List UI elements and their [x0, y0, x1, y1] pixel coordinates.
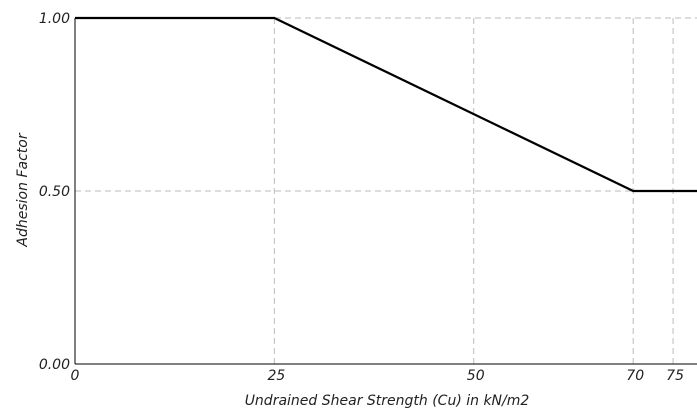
x-tick-label: 0 [71, 368, 80, 384]
x-tick-label: 70 [626, 368, 644, 384]
x-tick-label: 75 [666, 368, 684, 384]
y-tick-label: 1.00 [39, 11, 70, 27]
data-series [75, 16, 697, 193]
x-tick-label: 50 [467, 368, 485, 384]
x-tick-label: 25 [267, 368, 285, 384]
tick-labels: 0 25 50 70 75 0.00 0.50 1.00 [39, 11, 684, 384]
y-axis-title: Adhesion Factor [15, 132, 31, 247]
grid-lines [75, 17, 697, 364]
adhesion-factor-line [75, 16, 697, 193]
x-axis-title: Undrained Shear Strength (Cu) in kN/m2 [245, 393, 530, 409]
y-tick-label: 0.00 [39, 357, 70, 373]
axes [74, 18, 697, 365]
y-tick-label: 0.50 [39, 184, 70, 200]
